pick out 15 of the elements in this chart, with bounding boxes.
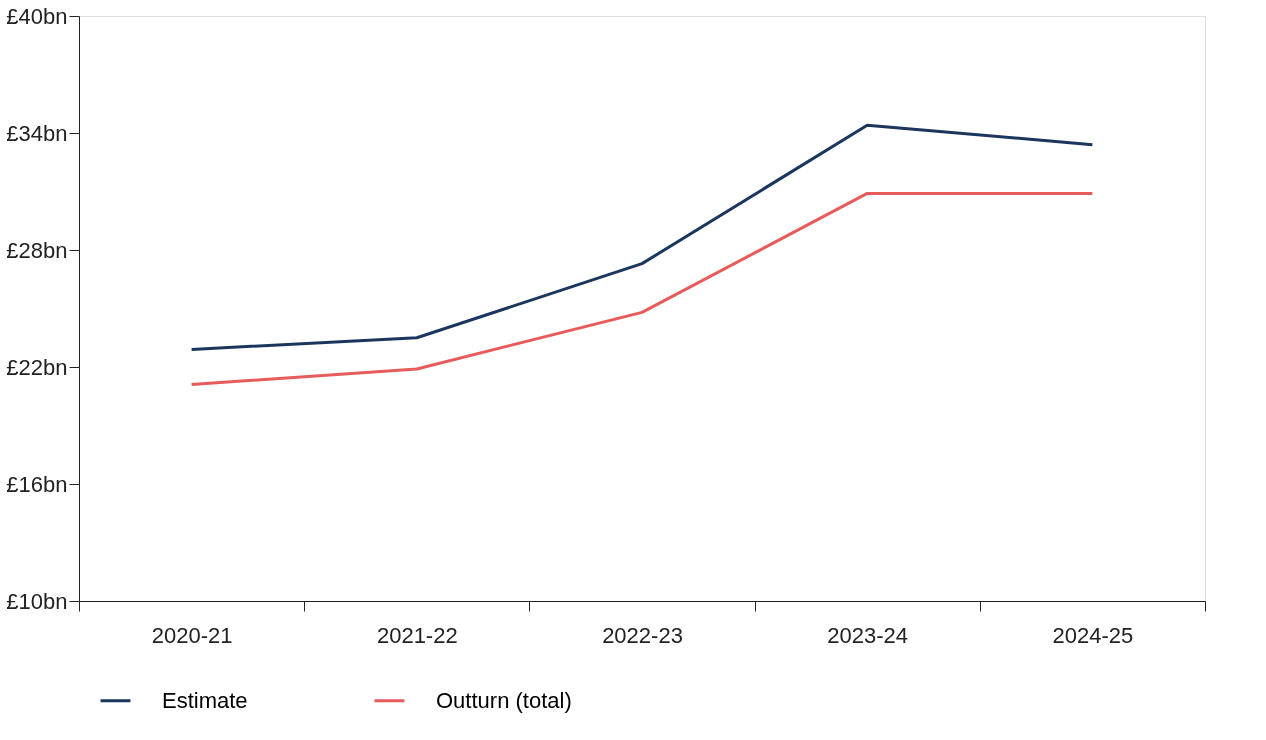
x-tick-label: 2023-24 <box>827 622 909 648</box>
x-tick-label: 2020-21 <box>151 622 233 648</box>
y-tick-label: £16bn <box>6 471 68 497</box>
y-tick-label: £34bn <box>6 120 68 146</box>
x-tick-label: 2024-25 <box>1052 622 1134 648</box>
line-series <box>190 191 1094 387</box>
y-tick-label: £28bn <box>6 237 68 263</box>
line-series <box>190 123 1094 351</box>
y-tick-label: £40bn <box>6 3 68 29</box>
y-tick-label: £10bn <box>6 588 68 614</box>
x-tick-label: 2022-23 <box>602 622 683 648</box>
y-tick-label: £22bn <box>6 354 68 380</box>
legend-label: Estimate <box>162 687 248 713</box>
x-tick-label: 2021-22 <box>376 622 458 648</box>
legend-label: Outturn (total) <box>436 687 572 713</box>
